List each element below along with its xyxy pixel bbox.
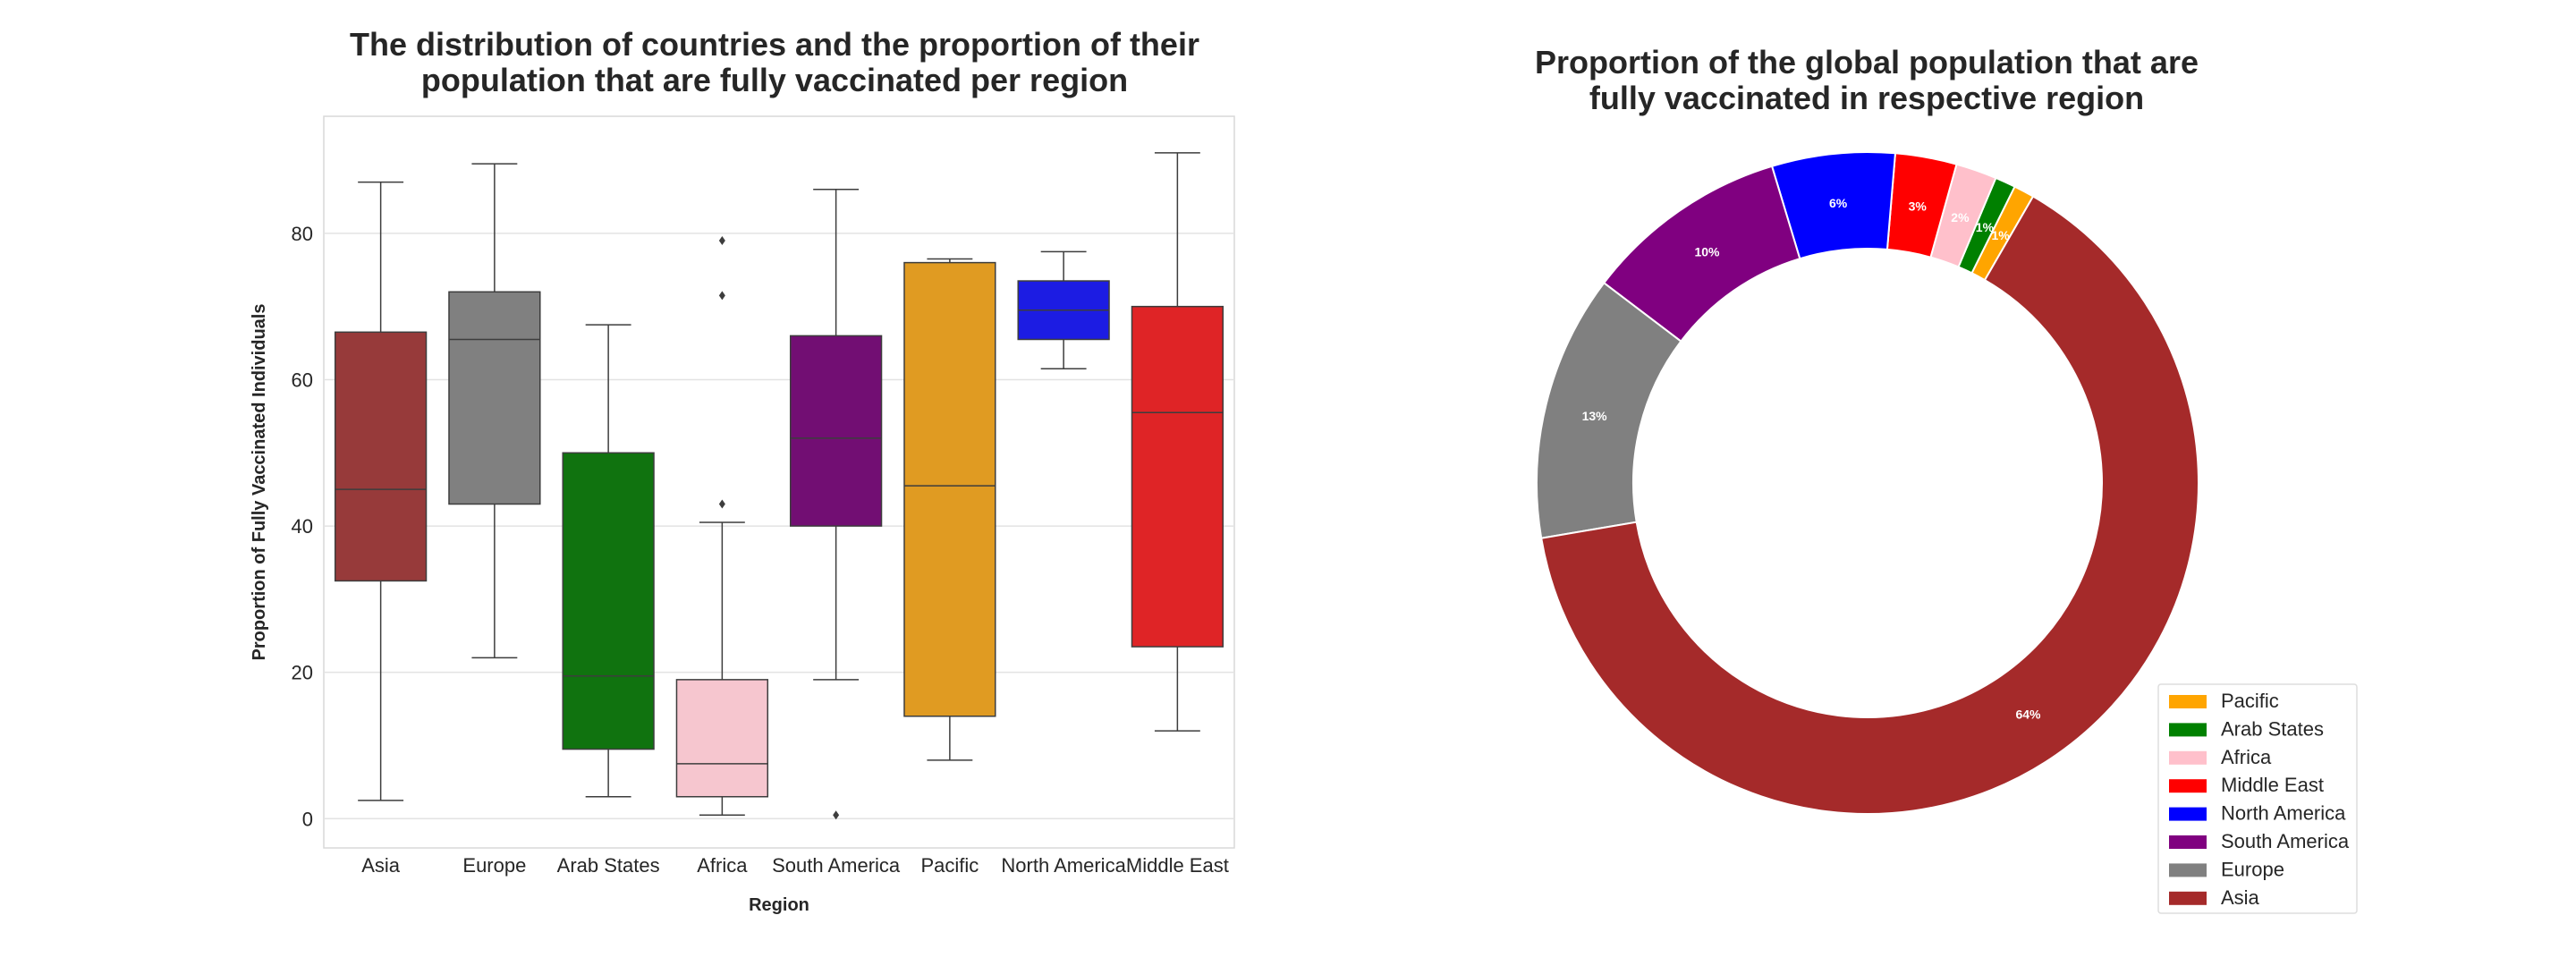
legend-frame [2157,683,2358,914]
outlier-point [718,291,725,301]
percent-label: 64% [2015,707,2041,721]
y-tick-labels: 0 20 40 60 80 [292,223,313,830]
x-tick-label: Arab States [557,854,660,877]
percent-label: 2% [1951,210,1970,225]
x-tick-label: Asia [361,854,401,877]
box [334,331,428,582]
x-tick-label: South America [772,854,901,877]
legend-swatch [2169,807,2207,821]
donut-slices [1536,151,2199,815]
box [448,291,541,505]
legend-swatch [2169,891,2207,905]
box [789,335,883,527]
box-group [334,181,428,801]
legend-swatch [2169,779,2207,793]
x-tick-label: Pacific [920,854,979,877]
box [562,452,655,750]
legend-label: Asia [2221,886,2260,909]
donut-panel: Proportion of the global population that… [1535,44,2358,914]
outlier-point [718,499,725,509]
box-marks [334,152,1224,820]
legend-label: North America [2221,802,2346,825]
box-group [675,236,769,816]
x-tick-label: Africa [697,854,748,877]
legend-swatch [2169,723,2207,737]
outlier-point [718,236,725,246]
legend-swatch [2169,835,2207,849]
y-tick-label: 0 [302,808,313,830]
box-group [903,258,996,761]
legend: Pacific Arab States Africa Middle East North… [2157,683,2358,914]
percent-label: 6% [1829,196,1848,210]
box-plot-panel: The distribution of countries and the pr… [250,26,1235,915]
percent-label: 1% [1976,220,1995,234]
x-tick-labels: Asia Europe Arab States Africa South America… [361,854,1229,877]
box-title-line-2: population that are fully vaccinated per… [421,62,1128,98]
legend-swatch [2169,863,2207,877]
pie-title-line-1: Proportion of the global population that… [1535,44,2199,80]
y-tick-label: 20 [292,662,313,684]
legend-label: South America [2221,830,2350,852]
x-axis-label: Region [749,895,809,915]
percent-label: 13% [1582,409,1608,423]
legend-label: Arab States [2221,717,2324,740]
donut-slice [1540,195,2199,815]
box-group [448,163,541,659]
y-grid [324,233,1234,820]
box-group [562,324,655,798]
x-tick-label: North America [1001,854,1126,877]
x-tick-label: Europe [462,854,526,877]
y-tick-label: 40 [292,515,313,538]
legend-label: Middle East [2221,774,2324,796]
percent-label: 3% [1909,199,1928,213]
y-tick-label: 80 [292,223,313,245]
box-group [1017,250,1110,369]
box [1131,305,1224,648]
box-title-line-1: The distribution of countries and the pr… [350,26,1199,63]
legend-swatch [2169,695,2207,708]
percent-label: 10% [1694,245,1720,259]
legend-label: Africa [2221,746,2272,768]
box [903,261,996,717]
box-group [789,189,883,820]
legend-label: Europe [2221,858,2284,880]
y-tick-label: 60 [292,369,313,391]
donut-percent-labels: 1%1% 2% 3% 6% 10% 13% 64% [1582,196,2041,721]
pie-title-line-2: fully vaccinated in respective region [1589,80,2144,116]
box [675,679,769,798]
outlier-point [833,810,840,820]
percent-label: 1% [1992,228,2011,242]
legend-swatch [2169,750,2207,765]
y-axis-label: Proportion of Fully Vaccinated Individua… [250,304,269,661]
legend-label: Pacific [2221,690,2279,712]
x-tick-label: Middle East [1126,854,1229,877]
box-group [1131,152,1224,732]
